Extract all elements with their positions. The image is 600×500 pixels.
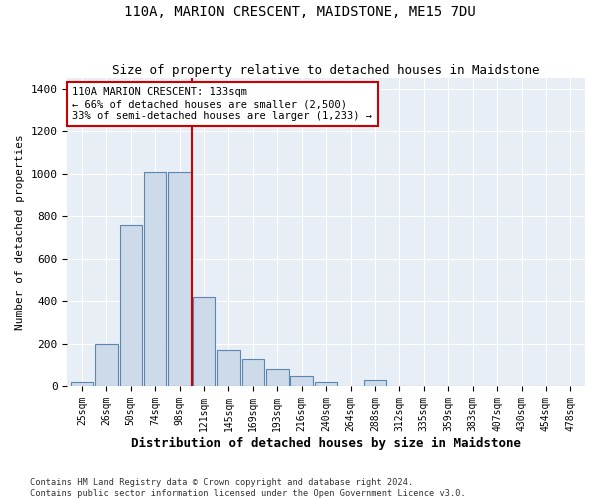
- Bar: [71, 382, 93, 386]
- X-axis label: Distribution of detached houses by size in Maidstone: Distribution of detached houses by size …: [131, 437, 521, 450]
- Text: 110A, MARION CRESCENT, MAIDSTONE, ME15 7DU: 110A, MARION CRESCENT, MAIDSTONE, ME15 7…: [124, 5, 476, 19]
- Bar: [242, 359, 264, 386]
- Bar: [144, 172, 166, 386]
- Text: Contains HM Land Registry data © Crown copyright and database right 2024.
Contai: Contains HM Land Registry data © Crown c…: [30, 478, 466, 498]
- Y-axis label: Number of detached properties: Number of detached properties: [15, 134, 25, 330]
- Bar: [119, 225, 142, 386]
- Title: Size of property relative to detached houses in Maidstone: Size of property relative to detached ho…: [112, 64, 540, 77]
- Bar: [193, 297, 215, 386]
- Text: 110A MARION CRESCENT: 133sqm
← 66% of detached houses are smaller (2,500)
33% of: 110A MARION CRESCENT: 133sqm ← 66% of de…: [73, 88, 373, 120]
- Bar: [266, 370, 289, 386]
- Bar: [95, 344, 118, 387]
- Bar: [169, 172, 191, 386]
- Bar: [315, 382, 337, 386]
- Bar: [290, 376, 313, 386]
- Bar: [364, 380, 386, 386]
- Bar: [217, 350, 239, 386]
